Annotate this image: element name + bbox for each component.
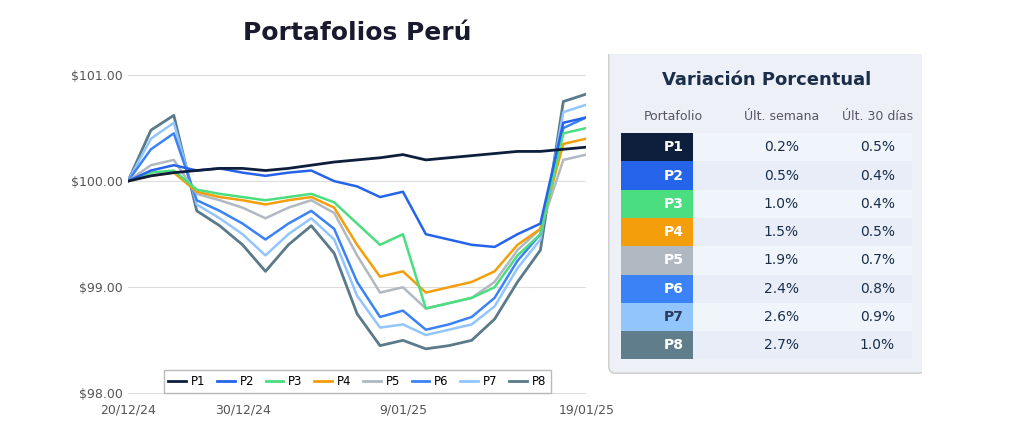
Text: P8: P8: [664, 338, 684, 352]
Legend: P1, P2, P3, P4, P5, P6, P7, P8: P1, P2, P3, P4, P5, P6, P7, P8: [164, 370, 551, 393]
FancyBboxPatch shape: [692, 218, 912, 246]
FancyBboxPatch shape: [622, 161, 692, 190]
Text: Últ. 30 días: Últ. 30 días: [842, 110, 912, 123]
FancyBboxPatch shape: [692, 161, 912, 190]
FancyBboxPatch shape: [692, 303, 912, 331]
Text: 0.5%: 0.5%: [764, 168, 799, 182]
Text: 2.4%: 2.4%: [764, 282, 799, 296]
Text: 2.7%: 2.7%: [764, 338, 799, 352]
Text: 0.5%: 0.5%: [860, 225, 895, 239]
Text: P6: P6: [664, 282, 684, 296]
FancyBboxPatch shape: [692, 133, 912, 161]
FancyBboxPatch shape: [692, 246, 912, 275]
Text: 2.6%: 2.6%: [764, 310, 799, 324]
Text: 1.0%: 1.0%: [860, 338, 895, 352]
Text: P5: P5: [664, 254, 684, 267]
Text: P7: P7: [664, 310, 684, 324]
FancyBboxPatch shape: [622, 190, 692, 218]
FancyBboxPatch shape: [622, 246, 692, 275]
FancyBboxPatch shape: [608, 47, 925, 373]
FancyBboxPatch shape: [622, 218, 692, 246]
Text: 0.8%: 0.8%: [860, 282, 895, 296]
Text: P4: P4: [664, 225, 684, 239]
Text: Últ. semana: Últ. semana: [743, 110, 819, 123]
Text: 0.5%: 0.5%: [860, 140, 895, 154]
Text: P2: P2: [664, 168, 684, 182]
Text: 0.9%: 0.9%: [860, 310, 895, 324]
FancyBboxPatch shape: [622, 275, 692, 303]
Text: P1: P1: [664, 140, 684, 154]
Text: Portafolio: Portafolio: [644, 110, 703, 123]
FancyBboxPatch shape: [692, 275, 912, 303]
Text: Variación Porcentual: Variación Porcentual: [663, 72, 871, 90]
Text: 1.0%: 1.0%: [764, 197, 799, 211]
Text: 0.7%: 0.7%: [860, 254, 895, 267]
FancyBboxPatch shape: [692, 190, 912, 218]
FancyBboxPatch shape: [622, 303, 692, 331]
FancyBboxPatch shape: [622, 133, 692, 161]
Title: Portafolios Perú: Portafolios Perú: [243, 21, 471, 45]
Text: P3: P3: [664, 197, 684, 211]
Text: 1.9%: 1.9%: [764, 254, 799, 267]
FancyBboxPatch shape: [692, 331, 912, 359]
Text: 0.4%: 0.4%: [860, 197, 895, 211]
FancyBboxPatch shape: [622, 331, 692, 359]
Text: 0.4%: 0.4%: [860, 168, 895, 182]
Text: 0.2%: 0.2%: [764, 140, 799, 154]
Text: 1.5%: 1.5%: [764, 225, 799, 239]
